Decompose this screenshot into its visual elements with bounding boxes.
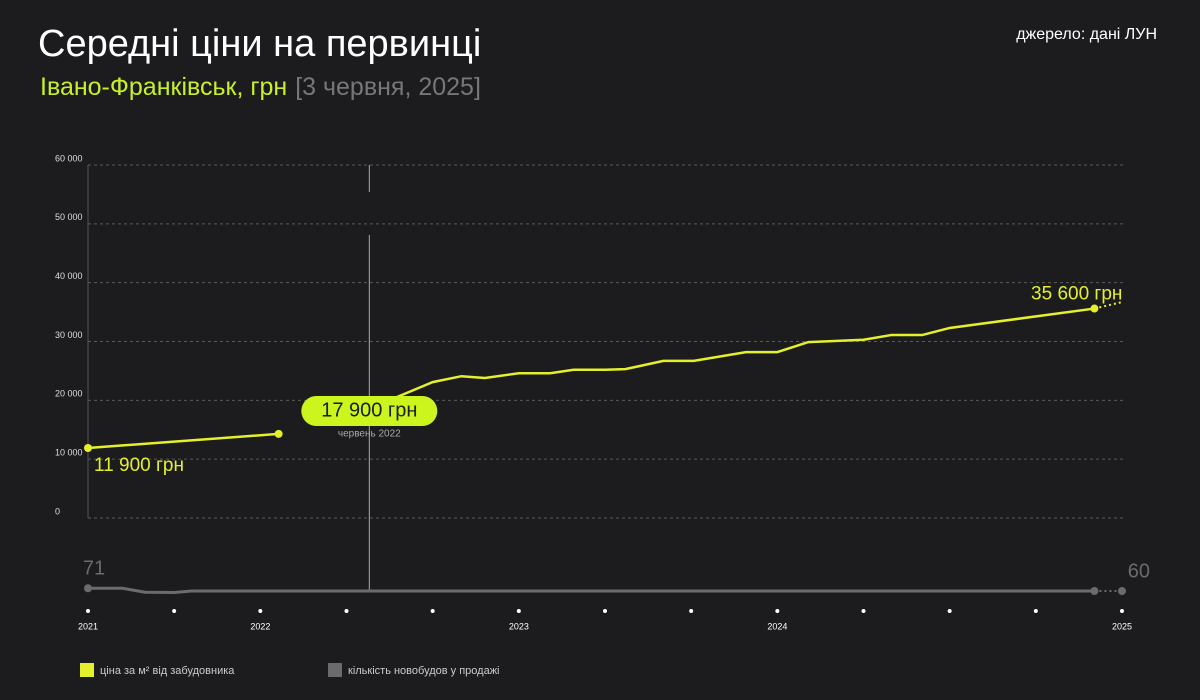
x-tick — [775, 609, 780, 613]
x-minor-tick — [430, 609, 435, 613]
x-tick-label: 2024 — [767, 621, 787, 631]
x-minor-tick — [689, 609, 694, 613]
x-minor-tick — [1033, 609, 1038, 613]
value-label: 71 — [83, 558, 105, 580]
date: [3 червня, 2025] — [295, 73, 481, 101]
x-minor-tick — [861, 609, 866, 613]
point — [274, 429, 283, 438]
legend-label: кількість новобудов у продажі — [348, 665, 500, 677]
source: джерело: дані ЛУН — [1016, 26, 1157, 43]
annotation-label: 17 900 грн — [321, 399, 417, 421]
chart-subtitle: Івано-Франківськ, грн [3 червня, 2025] — [40, 73, 481, 101]
x-tick — [86, 609, 90, 613]
point — [1090, 304, 1099, 313]
subtitle: Івано-Франківськ, грн — [40, 73, 287, 101]
annotation-pill — [301, 396, 438, 426]
point — [84, 443, 92, 452]
x-tick-label: 2021 — [78, 621, 98, 631]
x-tick — [1120, 609, 1124, 613]
legend-swatch — [80, 663, 94, 677]
value-label: 11 900 грн — [94, 455, 184, 476]
y-tick-label: 40 000 — [55, 271, 83, 281]
value-label: 60 — [1128, 560, 1150, 582]
x-tick-label: 2023 — [509, 621, 529, 631]
annotation-sublabel: червень 2022 — [338, 429, 401, 440]
x-tick — [258, 609, 263, 613]
point — [84, 584, 92, 593]
y-tick-label: 10 000 — [55, 448, 83, 458]
x-tick — [516, 609, 521, 613]
y-tick-label: 20 000 — [55, 389, 83, 399]
point — [1118, 587, 1126, 595]
x-tick-label: 2025 — [1112, 621, 1132, 631]
x-minor-tick — [603, 609, 607, 613]
point — [1090, 587, 1099, 595]
x-minor-tick — [344, 609, 349, 613]
series-line — [88, 586, 1095, 595]
x-minor-tick — [172, 609, 177, 613]
chart-title: Середні ціни на первинці — [38, 23, 481, 65]
y-tick-label: 60 000 — [55, 153, 83, 163]
y-tick-label: 50 000 — [55, 212, 83, 222]
y-tick-label: 30 000 — [55, 330, 83, 340]
y-tick-label: 0 — [55, 506, 60, 516]
value-label: 35 600 грн — [1031, 284, 1122, 305]
x-minor-tick — [947, 609, 952, 613]
series-line — [87, 307, 1095, 450]
x-tick-label: 2022 — [250, 621, 270, 631]
legend-label: ціна за м² від забудовника — [100, 665, 235, 677]
legend-swatch — [328, 663, 342, 677]
